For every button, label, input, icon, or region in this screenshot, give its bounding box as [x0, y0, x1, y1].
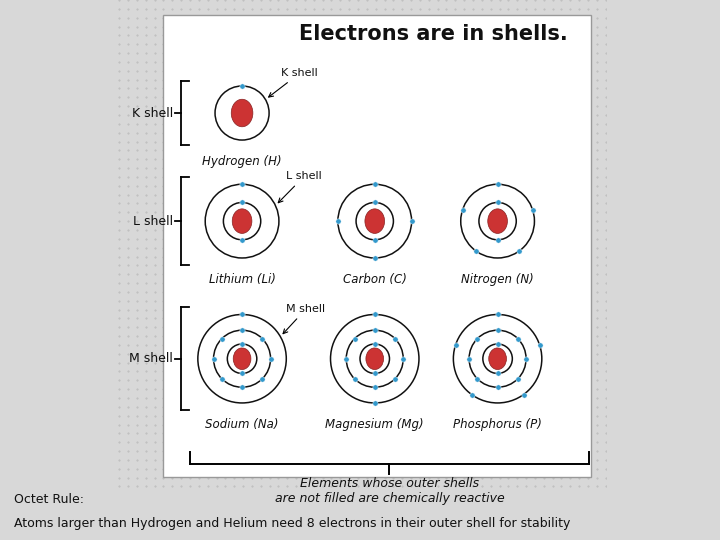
Text: Phosphorus (P): Phosphorus (P) [453, 418, 542, 431]
FancyBboxPatch shape [163, 15, 591, 477]
Text: K shell: K shell [269, 68, 318, 97]
Text: Sodium (Na): Sodium (Na) [205, 418, 279, 431]
Ellipse shape [233, 209, 252, 233]
Ellipse shape [489, 348, 506, 369]
Text: Lithium (Li): Lithium (Li) [209, 273, 276, 286]
Text: Elements whose outer shells
are not filled are chemically reactive: Elements whose outer shells are not fill… [274, 477, 504, 505]
Text: L shell: L shell [133, 214, 174, 228]
Ellipse shape [487, 209, 508, 233]
Text: Atoms larger than Hydrogen and Helium need 8 electrons in their outer shell for : Atoms larger than Hydrogen and Helium ne… [14, 517, 571, 530]
Text: Octet Rule:: Octet Rule: [14, 493, 84, 506]
Text: M shell: M shell [130, 352, 174, 365]
Ellipse shape [233, 348, 251, 369]
Text: Electrons are in shells.: Electrons are in shells. [300, 24, 568, 44]
Text: Magnesium (Mg): Magnesium (Mg) [325, 418, 424, 431]
Ellipse shape [231, 99, 253, 127]
Text: K shell: K shell [132, 106, 174, 119]
Ellipse shape [365, 209, 384, 233]
Text: M shell: M shell [283, 304, 325, 334]
Ellipse shape [366, 348, 384, 369]
Text: Nitrogen (N): Nitrogen (N) [462, 273, 534, 286]
Text: Hydrogen (H): Hydrogen (H) [202, 155, 282, 168]
Text: Carbon (C): Carbon (C) [343, 273, 407, 286]
Text: L shell: L shell [279, 171, 322, 202]
